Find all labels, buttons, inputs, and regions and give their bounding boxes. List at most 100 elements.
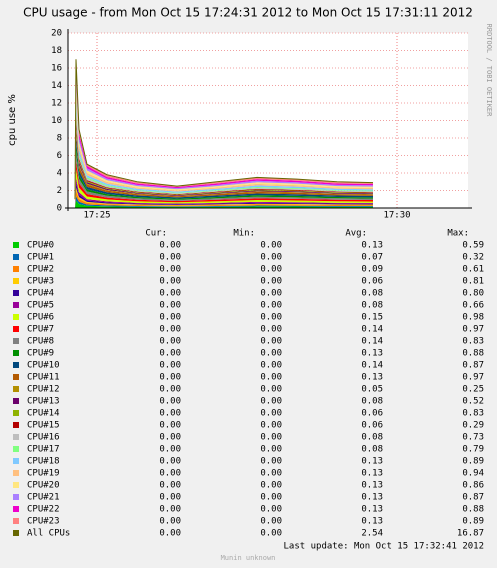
legend-label: CPU#15 [27, 421, 60, 431]
table-cell: 0.00 [260, 289, 282, 299]
table-cell: 0.13 [361, 505, 383, 515]
table-cell: 0.87 [462, 493, 484, 503]
table-cell: 0.13 [361, 517, 383, 527]
table-cell: 0.00 [159, 397, 181, 407]
y-tick-label: 16 [51, 64, 62, 74]
legend-label: CPU#1 [27, 253, 54, 263]
table-cell: 0.13 [361, 349, 383, 359]
table-cell: 0.89 [462, 457, 484, 467]
table-cell: 0.00 [260, 433, 282, 443]
table-cell: 0.97 [462, 373, 484, 383]
legend-swatch [13, 326, 19, 332]
legend-swatch [13, 422, 19, 428]
legend-label: CPU#3 [27, 277, 54, 287]
legend-swatch [13, 458, 19, 464]
chart-title: CPU usage - from Mon Oct 15 17:24:31 201… [23, 6, 473, 20]
table-cell: 2.54 [361, 529, 383, 539]
table-cell: 0.00 [159, 445, 181, 455]
y-tick-label: 2 [57, 186, 62, 196]
table-cell: 0.08 [361, 433, 383, 443]
legend-label: CPU#8 [27, 337, 54, 347]
table-cell: 0.87 [462, 361, 484, 371]
legend-swatch [13, 338, 19, 344]
legend-swatch [13, 278, 19, 284]
table-cell: 0.00 [159, 457, 181, 467]
table-cell: 0.00 [260, 397, 282, 407]
legend-swatch [13, 506, 19, 512]
column-header: Cur: [145, 229, 167, 239]
table-cell: 0.83 [462, 337, 484, 347]
table-cell: 0.00 [260, 313, 282, 323]
legend-label: CPU#10 [27, 361, 60, 371]
table-cell: 0.00 [260, 277, 282, 287]
table-cell: 0.13 [361, 373, 383, 383]
area [75, 161, 373, 206]
legend-label: CPU#18 [27, 457, 60, 467]
table-cell: 0.25 [462, 385, 484, 395]
table-cell: 0.00 [260, 457, 282, 467]
footer: Munin unknown [221, 554, 276, 562]
table-cell: 0.00 [260, 349, 282, 359]
legend-swatch [13, 482, 19, 488]
table-cell: 0.00 [159, 481, 181, 491]
table-cell: 0.00 [159, 373, 181, 383]
table-cell: 0.00 [159, 301, 181, 311]
y-tick-label: 4 [57, 169, 62, 179]
table-cell: 0.79 [462, 445, 484, 455]
table-cell: 0.00 [260, 241, 282, 251]
legend-label: CPU#17 [27, 445, 60, 455]
table-cell: 0.00 [260, 445, 282, 455]
table-cell: 0.00 [260, 373, 282, 383]
y-tick-label: 10 [51, 116, 62, 126]
column-header: Avg: [345, 229, 367, 239]
table-cell: 0.00 [260, 421, 282, 431]
area [75, 187, 373, 207]
y-tick-label: 12 [51, 99, 62, 109]
table-cell: 0.06 [361, 409, 383, 419]
table-cell: 0.00 [159, 361, 181, 371]
legend-swatch [13, 362, 19, 368]
legend-label: All CPUs [27, 529, 70, 539]
legend-swatch [13, 350, 19, 356]
legend-label: CPU#20 [27, 481, 60, 491]
table-cell: 0.00 [159, 337, 181, 347]
legend-label: CPU#6 [27, 313, 54, 323]
table-cell: 0.07 [361, 253, 383, 263]
table-cell: 0.00 [159, 325, 181, 335]
legend-swatch [13, 290, 19, 296]
table-cell: 0.32 [462, 253, 484, 263]
legend-swatch [13, 314, 19, 320]
table-cell: 0.00 [260, 337, 282, 347]
y-tick-label: 0 [57, 204, 62, 214]
table-cell: 0.00 [159, 385, 181, 395]
side-text: RRDTOOL / TOBI OETIKER [485, 24, 493, 118]
legend-label: CPU#23 [27, 517, 60, 527]
table-cell: 0.00 [260, 385, 282, 395]
table-cell: 0.00 [159, 469, 181, 479]
y-tick-label: 8 [57, 134, 62, 144]
table-cell: 0.14 [361, 337, 383, 347]
table-cell: 0.29 [462, 421, 484, 431]
table-cell: 0.13 [361, 241, 383, 251]
table-cell: 0.00 [159, 409, 181, 419]
table-cell: 0.08 [361, 445, 383, 455]
table-cell: 0.00 [159, 517, 181, 527]
table-cell: 0.00 [159, 313, 181, 323]
y-tick-label: 14 [51, 81, 62, 91]
table-cell: 0.81 [462, 277, 484, 287]
table-cell: 0.13 [361, 457, 383, 467]
table-cell: 0.00 [260, 265, 282, 275]
legend-swatch [13, 470, 19, 476]
legend-swatch [13, 494, 19, 500]
table-cell: 0.14 [361, 361, 383, 371]
table-cell: 0.73 [462, 433, 484, 443]
table-cell: 0.00 [260, 493, 282, 503]
legend-label: CPU#14 [27, 409, 60, 419]
table-cell: 16.87 [457, 529, 484, 539]
table-cell: 0.00 [260, 505, 282, 515]
table-cell: 0.00 [260, 325, 282, 335]
area [75, 169, 373, 207]
table-cell: 0.09 [361, 265, 383, 275]
legend-label: CPU#0 [27, 241, 54, 251]
table-cell: 0.00 [260, 517, 282, 527]
